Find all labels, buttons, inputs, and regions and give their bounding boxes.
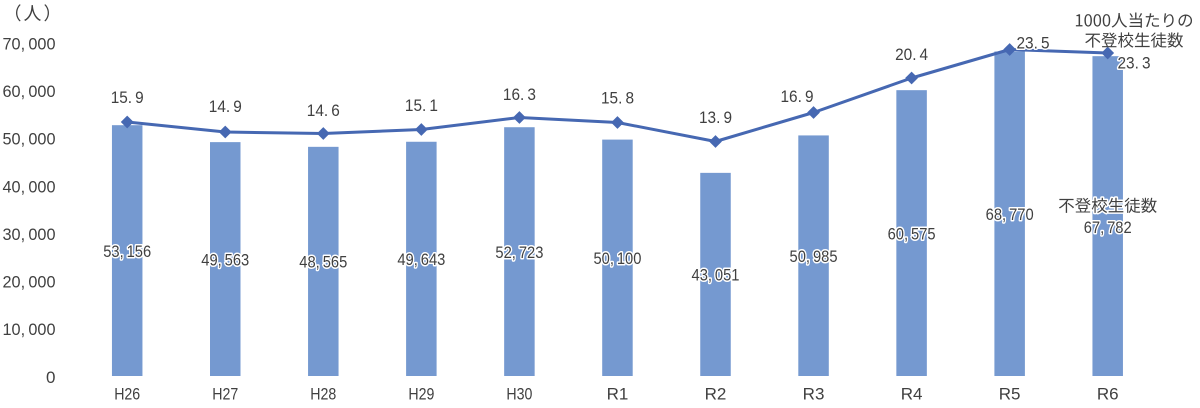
svg-text:14. 9: 14. 9 xyxy=(209,97,242,116)
svg-text:15. 1: 15. 1 xyxy=(405,96,438,115)
svg-text:60, 575: 60, 575 xyxy=(888,224,936,243)
svg-text:R2: R2 xyxy=(705,385,727,404)
svg-text:R4: R4 xyxy=(901,385,923,404)
svg-text:R6: R6 xyxy=(1097,385,1119,404)
svg-text:23. 3: 23. 3 xyxy=(1118,54,1151,73)
svg-text:40, 000: 40, 000 xyxy=(3,177,56,196)
svg-text:H27: H27 xyxy=(212,385,238,404)
svg-text:15. 9: 15. 9 xyxy=(111,88,144,107)
svg-text:50, 985: 50, 985 xyxy=(790,247,838,266)
svg-text:10, 000: 10, 000 xyxy=(3,320,56,339)
svg-text:23. 5: 23. 5 xyxy=(1017,34,1050,53)
svg-text:49, 563: 49, 563 xyxy=(201,250,249,269)
svg-text:20, 000: 20, 000 xyxy=(3,273,56,292)
svg-text:48, 565: 48, 565 xyxy=(299,253,347,272)
svg-text:14. 6: 14. 6 xyxy=(307,101,340,120)
svg-text:70, 000: 70, 000 xyxy=(3,35,56,54)
svg-text:H26: H26 xyxy=(114,385,140,404)
svg-text:0: 0 xyxy=(46,368,55,387)
svg-text:16. 9: 16. 9 xyxy=(781,87,814,106)
svg-text:53, 156: 53, 156 xyxy=(103,242,151,261)
svg-text:60, 000: 60, 000 xyxy=(3,82,56,101)
svg-text:68, 770: 68, 770 xyxy=(986,205,1034,224)
svg-text:43, 051: 43, 051 xyxy=(692,266,740,285)
svg-text:R1: R1 xyxy=(607,385,629,404)
svg-text:67, 782: 67, 782 xyxy=(1084,218,1132,237)
svg-text:15. 8: 15. 8 xyxy=(601,89,634,108)
svg-text:16. 3: 16. 3 xyxy=(503,85,536,104)
svg-text:H28: H28 xyxy=(310,385,336,404)
svg-text:30, 000: 30, 000 xyxy=(3,225,56,244)
svg-text:50, 100: 50, 100 xyxy=(593,249,641,268)
svg-text:52, 723: 52, 723 xyxy=(495,243,543,262)
svg-text:R3: R3 xyxy=(803,385,825,404)
svg-text:20. 4: 20. 4 xyxy=(895,45,928,64)
svg-text:H29: H29 xyxy=(408,385,434,404)
svg-text:49, 643: 49, 643 xyxy=(397,250,445,269)
svg-text:R5: R5 xyxy=(999,385,1021,404)
svg-text:H30: H30 xyxy=(506,385,532,404)
svg-text:50, 000: 50, 000 xyxy=(3,130,56,149)
svg-text:13. 9: 13. 9 xyxy=(699,108,732,127)
